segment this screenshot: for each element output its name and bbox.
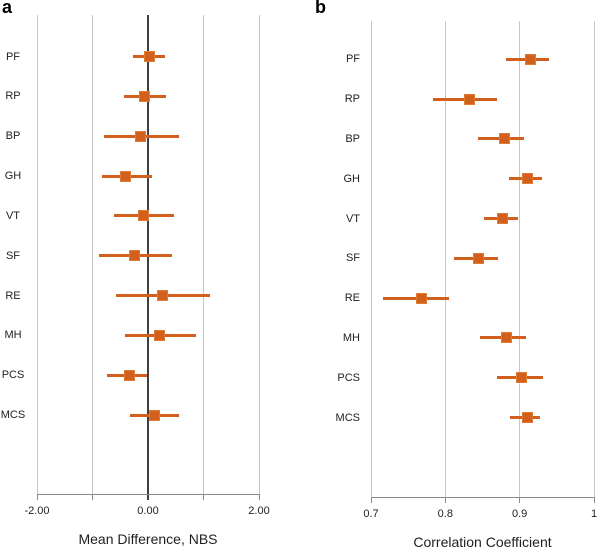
- gridline: [593, 21, 595, 497]
- data-marker: [134, 130, 146, 142]
- axis-tick: [593, 498, 595, 503]
- data-marker: [156, 290, 168, 302]
- axis-tick: [36, 495, 38, 500]
- category-label: SF: [345, 252, 360, 265]
- category-label: PF: [345, 53, 360, 66]
- gridline: [519, 21, 521, 497]
- axis-tick: [370, 498, 372, 503]
- data-marker: [153, 329, 165, 341]
- data-marker: [473, 252, 485, 264]
- axis-tick: [519, 498, 521, 503]
- x-tick-label: 0.9: [512, 508, 528, 520]
- data-marker: [516, 372, 528, 384]
- axis-tick: [258, 495, 260, 500]
- category-label: GH: [4, 170, 22, 183]
- category-label: RE: [344, 292, 360, 305]
- category-label: SF: [5, 249, 21, 262]
- category-label: GH: [343, 172, 361, 185]
- category-label: VT: [5, 209, 21, 222]
- category-label: MH: [342, 331, 360, 344]
- zero-axis-tick: [147, 495, 149, 500]
- data-marker: [521, 412, 533, 423]
- data-marker: [522, 173, 534, 185]
- gridline: [92, 15, 93, 494]
- category-label: RP: [5, 90, 21, 103]
- category-label: PCS: [337, 371, 360, 384]
- panel-letter-b: b: [315, 0, 326, 17]
- category-label: PF: [5, 50, 21, 63]
- x-tick-label: 2.00: [248, 505, 270, 517]
- axis-tick: [444, 498, 446, 503]
- data-marker: [124, 369, 136, 381]
- data-marker: [138, 210, 150, 222]
- category-label: RE: [5, 289, 21, 302]
- gridline: [258, 15, 260, 494]
- x-axis-line: [370, 497, 595, 498]
- gridline: [36, 15, 38, 494]
- x-tick-label: 1: [590, 508, 598, 520]
- data-marker: [138, 90, 150, 102]
- x-tick-label: 0.00: [137, 505, 159, 517]
- x-axis-title: Correlation Coefficient: [413, 534, 552, 550]
- axis-tick: [92, 495, 93, 500]
- x-tick-label: 0.7: [363, 508, 379, 520]
- data-marker: [144, 51, 156, 62]
- x-axis-line: [36, 494, 260, 495]
- data-marker: [500, 332, 512, 344]
- category-label: MCS: [0, 409, 26, 422]
- data-marker: [416, 292, 428, 304]
- panel-letter-a: a: [2, 0, 13, 17]
- category-label: BP: [345, 132, 360, 145]
- data-marker: [464, 93, 476, 105]
- gridline: [444, 21, 446, 497]
- data-marker: [128, 250, 140, 262]
- data-marker: [524, 53, 536, 65]
- x-tick-label: -2.00: [24, 505, 50, 517]
- x-tick-label: 0.8: [437, 508, 453, 520]
- data-marker: [120, 170, 132, 182]
- gridline: [203, 15, 204, 494]
- category-label: MH: [4, 329, 22, 342]
- category-label: RP: [344, 93, 360, 106]
- category-label: PCS: [1, 369, 25, 382]
- gridline: [370, 21, 372, 497]
- category-label: BP: [5, 130, 21, 143]
- x-axis-title: Mean Difference, NBS: [78, 531, 218, 547]
- axis-tick: [203, 495, 204, 500]
- category-label: VT: [345, 212, 360, 225]
- data-marker: [498, 133, 510, 145]
- category-label: MCS: [335, 411, 360, 424]
- data-marker: [497, 213, 509, 224]
- error-bar: [382, 296, 450, 300]
- data-marker: [149, 409, 161, 421]
